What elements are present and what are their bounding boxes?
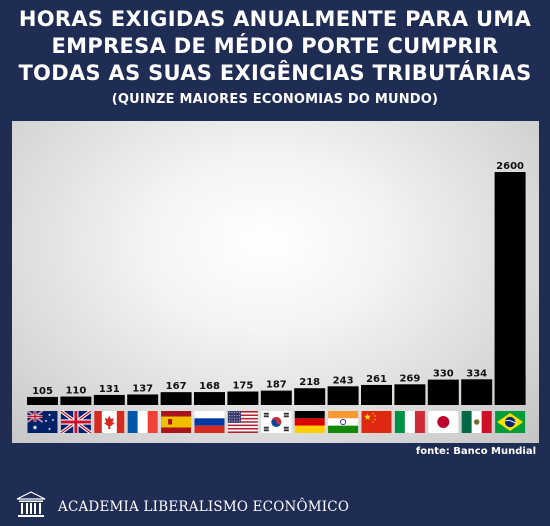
- uk-flag-icon: [59, 409, 92, 435]
- china-flag-icon: [361, 411, 392, 433]
- bar-label-15: 2600: [496, 161, 524, 172]
- bar-9: [294, 388, 326, 405]
- germany-flag-icon: [294, 411, 325, 433]
- chart-subtitle: (QUINZE MAIORES ECONOMIAS DO MUNDO): [111, 92, 439, 107]
- bar-label-11: 261: [366, 374, 387, 385]
- bar-label-14: 334: [466, 368, 487, 379]
- south-korea-flag-icon: [261, 411, 292, 433]
- bar-label-3: 131: [99, 384, 120, 395]
- footer: ACADEMIA LIBERALISMO ECONÔMICO: [0, 488, 550, 526]
- title-line-2: EMPRESA DE MÉDIO PORTE CUMPRIR: [51, 34, 499, 58]
- bar-2: [60, 396, 92, 405]
- bar-5: [160, 392, 192, 405]
- bar-label-13: 330: [433, 369, 454, 380]
- chart-panel: 105 110 131 137 167 168 175 187 218 243 261 269 330 3…: [12, 121, 539, 443]
- bar-label-12: 269: [399, 373, 420, 384]
- bar-label-1: 105: [32, 386, 53, 397]
- bar-15: [494, 172, 526, 405]
- australia-flag-icon: [26, 410, 58, 433]
- bar-label-8: 187: [266, 380, 287, 391]
- bar-chart: 105 110 131 137 167 168 175 187 218 243 261 269 330 3…: [26, 161, 526, 435]
- bar-label-6: 168: [199, 381, 220, 392]
- spain-flag-icon: [161, 411, 192, 433]
- bar-label-10: 243: [333, 375, 354, 386]
- bar-label-4: 137: [132, 383, 153, 394]
- india-flag-icon: [328, 411, 359, 433]
- bar-label-2: 110: [65, 386, 86, 397]
- organization-name: ACADEMIA LIBERALISMO ECONÔMICO: [58, 499, 350, 515]
- usa-flag-icon: [227, 411, 258, 433]
- bar-6: [194, 392, 225, 405]
- bar-label-5: 167: [166, 381, 187, 392]
- france-flag-icon: [127, 411, 158, 433]
- bar-7: [227, 391, 259, 405]
- bar-3: [93, 394, 125, 405]
- source-note: fonte: Banco Mundial: [415, 446, 536, 457]
- japan-flag-icon: [428, 411, 459, 433]
- bar-14: [461, 379, 493, 405]
- bar-label-9: 218: [299, 377, 320, 388]
- academy-logo-icon: [16, 491, 46, 517]
- canada-flag-icon: [94, 411, 125, 433]
- bar-13: [427, 379, 459, 405]
- mexico-flag-icon: [461, 411, 492, 433]
- italy-flag-icon: [394, 411, 425, 433]
- brazil-flag-icon: [495, 411, 526, 433]
- chart-title: HORAS EXIGIDAS ANUALMENTE PARA UMA EMPRE…: [0, 6, 550, 87]
- title-line-1: HORAS EXIGIDAS ANUALMENTE PARA UMA: [18, 7, 532, 31]
- bar-11: [361, 384, 392, 405]
- bar-1: [27, 396, 58, 405]
- title-line-3: TODAS AS SUAS EXIGÊNCIAS TRIBUTÁRIAS: [18, 61, 532, 85]
- russia-flag-icon: [194, 411, 225, 433]
- bar-10: [327, 386, 359, 405]
- bar-label-7: 175: [232, 381, 253, 392]
- bar-8: [260, 390, 292, 405]
- bar-12: [394, 384, 426, 405]
- bar-4: [127, 394, 159, 405]
